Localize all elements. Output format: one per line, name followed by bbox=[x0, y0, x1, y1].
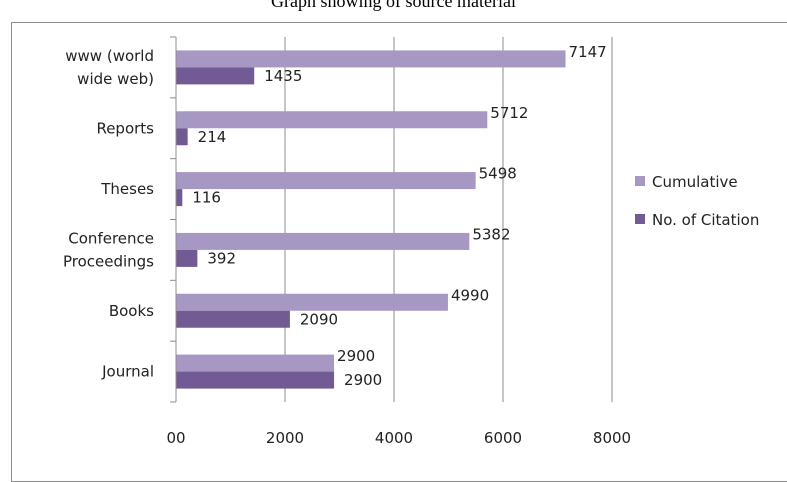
bar-cumulative-journal bbox=[176, 354, 335, 372]
data-label-cumulative-www-world-wide-web: 7147 bbox=[569, 43, 607, 61]
axes: 00 2000 4000 6000 8000 Journal Books Conference… bbox=[63, 36, 631, 447]
bar-chart: 2900 2900 4990 2090 5382 392 5498 116 5712 214 714… bbox=[63, 36, 759, 447]
bar-no-of-citation-www-world-wide-web bbox=[176, 67, 255, 85]
bar-cumulative-theses bbox=[176, 172, 476, 190]
bar-cumulative-reports bbox=[176, 111, 488, 129]
data-label-no-of-citation-conference-proceedings: 392 bbox=[207, 249, 236, 267]
category-label-journal: Journal bbox=[101, 363, 154, 381]
data-label-no-of-citation-books: 2090 bbox=[300, 310, 338, 328]
legend-label-cumulative: Cumulative bbox=[652, 173, 738, 191]
data-label-cumulative-books: 4990 bbox=[451, 286, 489, 304]
bar-cumulative-conference-proceedings bbox=[176, 232, 470, 250]
category-label-books: Books bbox=[109, 302, 154, 320]
data-label-no-of-citation-journal: 2900 bbox=[344, 371, 382, 389]
legend-label-no-of-citation: No. of Citation bbox=[652, 211, 759, 229]
bar-no-of-citation-theses bbox=[176, 189, 183, 207]
x-tick-label-6000: 6000 bbox=[484, 429, 522, 447]
data-label-no-of-citation-reports: 214 bbox=[198, 128, 227, 146]
category-label-www-world-wide-web: www (world wide web) bbox=[65, 47, 154, 88]
x-tick-label-2000: 2000 bbox=[266, 429, 304, 447]
bar-no-of-citation-reports bbox=[176, 128, 188, 146]
legend-swatch-no-of-citation bbox=[635, 214, 645, 224]
legend: Cumulative No. of Citation bbox=[635, 173, 759, 229]
x-tick-label-8000: 8000 bbox=[593, 429, 631, 447]
x-tick-label-4000: 4000 bbox=[375, 429, 413, 447]
chart-frame bbox=[11, 22, 787, 482]
bar-no-of-citation-journal bbox=[176, 371, 335, 389]
x-tick-label-0: 00 bbox=[166, 429, 185, 447]
legend-swatch-cumulative bbox=[635, 176, 645, 186]
category-label-reports: Reports bbox=[96, 119, 154, 137]
category-label-theses: Theses bbox=[100, 180, 154, 198]
bar-cumulative-www-world-wide-web bbox=[176, 50, 566, 68]
chart-title: Graph showing of source material bbox=[271, 0, 516, 11]
bar-no-of-citation-conference-proceedings bbox=[176, 249, 198, 267]
bars: 2900 2900 4990 2090 5382 392 5498 116 5712 214 714… bbox=[176, 43, 607, 389]
data-label-no-of-citation-www-world-wide-web: 1435 bbox=[264, 67, 302, 85]
data-label-cumulative-reports: 5712 bbox=[490, 104, 528, 122]
category-label-conference-proceedings: Conference Proceedings bbox=[63, 229, 154, 270]
data-label-cumulative-journal: 2900 bbox=[337, 347, 375, 365]
gridlines bbox=[175, 37, 613, 402]
bar-cumulative-books bbox=[176, 293, 448, 311]
bar-no-of-citation-books bbox=[176, 310, 290, 328]
data-label-cumulative-conference-proceedings: 5382 bbox=[472, 225, 510, 243]
data-label-cumulative-theses: 5498 bbox=[479, 165, 517, 183]
data-label-no-of-citation-theses: 116 bbox=[192, 189, 221, 207]
